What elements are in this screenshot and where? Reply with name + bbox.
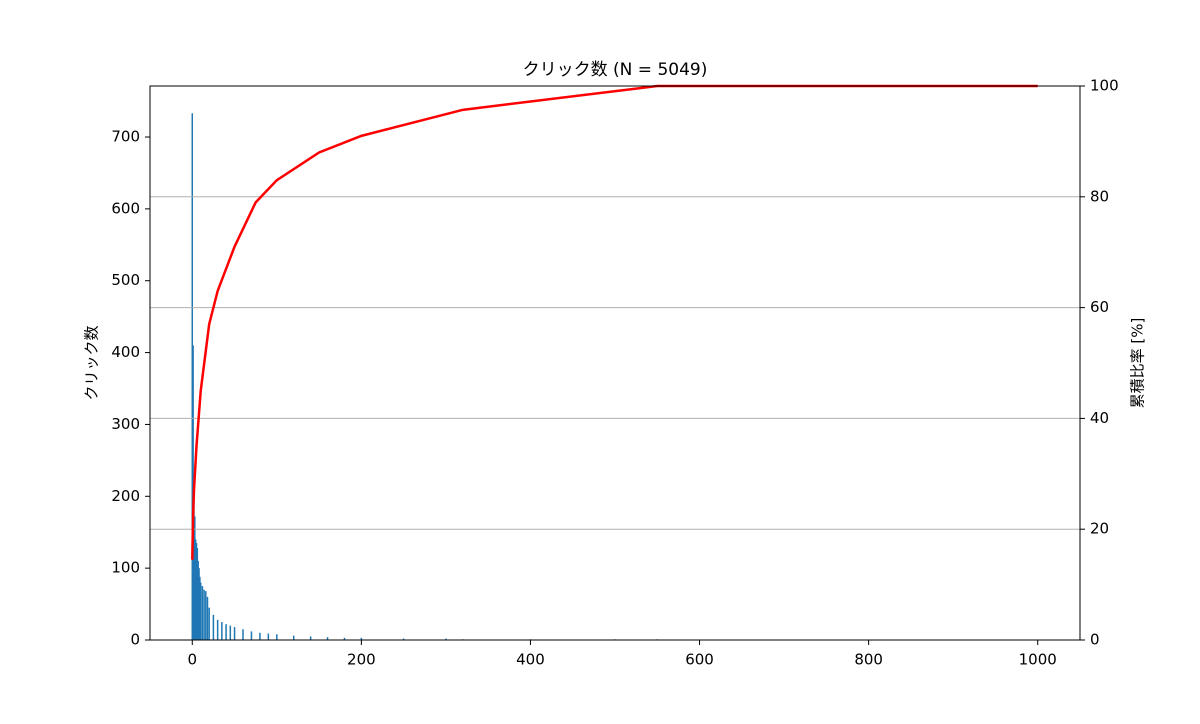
bar	[203, 589, 205, 640]
y-tick-label: 100	[111, 559, 140, 577]
bar	[309, 636, 312, 640]
plot-frame	[149, 85, 1081, 641]
y-tick-label: 400	[111, 343, 140, 361]
x-tick-label: 400	[516, 651, 545, 669]
bar	[191, 113, 194, 640]
bar	[216, 619, 219, 640]
y-tick-label: 0	[130, 631, 140, 649]
cumulative-line	[191, 84, 1038, 560]
y2-tick-label: 100	[1090, 77, 1119, 95]
bar	[197, 560, 199, 640]
bar	[194, 539, 197, 640]
bar	[343, 637, 346, 640]
bar	[250, 631, 253, 640]
bar	[267, 633, 270, 640]
bar	[205, 591, 207, 640]
bar	[199, 582, 202, 640]
bar	[402, 638, 405, 640]
bar	[360, 637, 363, 640]
y-tick-label: 300	[111, 415, 140, 433]
bar	[208, 607, 210, 640]
bar	[276, 634, 278, 640]
bar	[212, 614, 215, 640]
y2-axis-label: 累積比率 [%]	[1129, 318, 1147, 409]
y-tick-label: 500	[111, 271, 140, 289]
x-tick-label: 600	[685, 651, 714, 669]
bar	[259, 632, 261, 640]
bar	[233, 627, 236, 640]
bar	[201, 586, 204, 640]
y2-tick-label: 60	[1090, 298, 1109, 316]
bar	[221, 622, 223, 640]
bar	[206, 596, 209, 640]
bar	[445, 638, 447, 640]
bar	[292, 635, 295, 640]
bar	[225, 624, 227, 640]
y2-tick-label: 80	[1090, 187, 1109, 205]
bar	[229, 625, 232, 640]
y-tick-label: 700	[111, 128, 140, 146]
x-tick-label: 800	[854, 651, 883, 669]
bar	[195, 542, 198, 640]
y-axis-label: クリック数	[83, 325, 101, 400]
y2-tick-label: 0	[1090, 631, 1100, 649]
bar	[198, 568, 200, 640]
bar	[193, 474, 195, 640]
y2-tick-label: 40	[1090, 409, 1109, 427]
bar	[242, 629, 244, 640]
y-tick-label: 200	[111, 487, 140, 505]
bar	[194, 516, 196, 640]
y2-tick-label: 20	[1090, 520, 1109, 538]
bar	[199, 576, 201, 640]
y-tick-label: 600	[111, 199, 140, 217]
bar	[326, 637, 329, 640]
x-tick-label: 0	[187, 651, 197, 669]
x-tick-label: 200	[347, 651, 376, 669]
bar	[196, 548, 199, 640]
chart-title: クリック数 (N = 5049)	[523, 60, 708, 80]
x-tick-label: 1000	[1019, 651, 1057, 669]
